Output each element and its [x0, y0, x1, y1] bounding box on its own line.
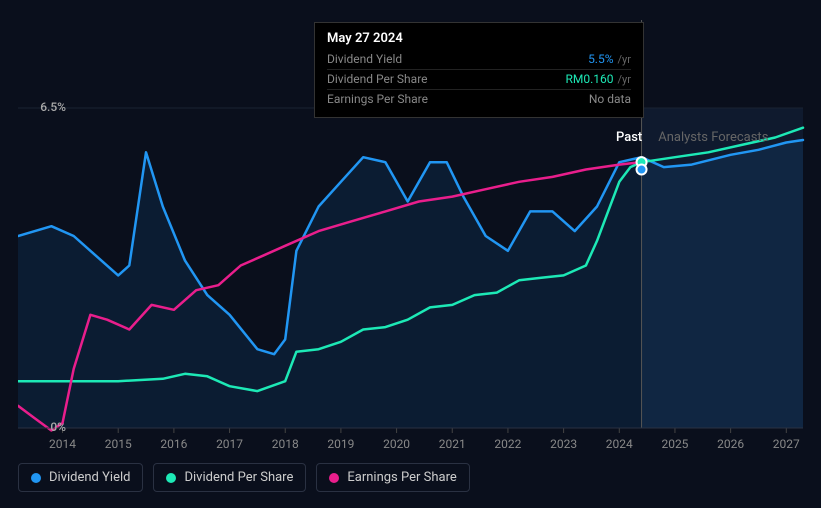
tooltip-row-value: 5.5% — [588, 52, 613, 66]
legend-item[interactable]: Dividend Per Share — [153, 463, 306, 492]
svg-text:2022: 2022 — [494, 437, 521, 451]
legend-dot-icon — [329, 473, 339, 483]
y-axis-tick-label: 6.5% — [40, 100, 66, 114]
tooltip-row-suffix: /yr — [618, 73, 631, 86]
tooltip-row-label: Dividend Yield — [327, 52, 402, 67]
tooltip-row: Dividend Yield 5.5% /yr — [327, 50, 631, 69]
y-axis-tick-label: 0% — [50, 420, 66, 434]
svg-text:2026: 2026 — [717, 437, 744, 451]
tooltip-row-value-wrap: No data — [589, 92, 631, 107]
svg-text:2015: 2015 — [105, 437, 132, 451]
chart-legend: Dividend Yield Dividend Per Share Earnings… — [18, 463, 470, 492]
svg-text:2019: 2019 — [327, 437, 354, 451]
period-forecast-label: Analysts Forecasts — [658, 130, 768, 145]
svg-text:2018: 2018 — [272, 437, 299, 451]
svg-text:2021: 2021 — [439, 437, 466, 451]
legend-item[interactable]: Dividend Yield — [18, 463, 143, 492]
tooltip-row-label: Dividend Per Share — [327, 72, 428, 87]
tooltip-row-value-wrap: RM0.160/yr — [566, 72, 632, 87]
period-past-label: Past — [616, 130, 642, 145]
svg-text:2020: 2020 — [383, 437, 410, 451]
tooltip-row-value: No data — [589, 92, 631, 106]
svg-text:2027: 2027 — [773, 437, 800, 451]
svg-text:2016: 2016 — [160, 437, 187, 451]
period-labels: Past Analysts Forecasts — [616, 130, 768, 145]
legend-label: Dividend Yield — [49, 470, 130, 485]
svg-text:2024: 2024 — [606, 437, 633, 451]
svg-text:2017: 2017 — [216, 437, 243, 451]
chart-container: 2014 2015 2016 2017 2018 2019 2020 2021 2022 2023… — [18, 0, 821, 508]
tooltip-row: Earnings Per Share No data — [327, 89, 631, 109]
svg-text:2014: 2014 — [49, 437, 76, 451]
tooltip-date: May 27 2024 — [327, 31, 631, 46]
tooltip-row-value-wrap: 5.5% /yr — [588, 52, 631, 67]
tooltip-row-label: Earnings Per Share — [327, 92, 428, 107]
legend-item[interactable]: Earnings Per Share — [316, 463, 469, 492]
tooltip-row-value: RM0.160 — [566, 72, 614, 86]
legend-label: Dividend Per Share — [184, 470, 293, 485]
legend-dot-icon — [166, 473, 176, 483]
tooltip-rows: Dividend Yield 5.5% /yr Dividend Per Share R… — [327, 50, 631, 109]
tooltip-row: Dividend Per Share RM0.160/yr — [327, 69, 631, 89]
tooltip-row-suffix: /yr — [618, 53, 631, 66]
legend-label: Earnings Per Share — [347, 470, 456, 485]
chart-tooltip: May 27 2024 Dividend Yield5.5%/yrDividen… — [314, 22, 644, 118]
svg-text:2023: 2023 — [550, 437, 577, 451]
legend-dot-icon — [31, 473, 41, 483]
svg-text:2025: 2025 — [661, 437, 688, 451]
